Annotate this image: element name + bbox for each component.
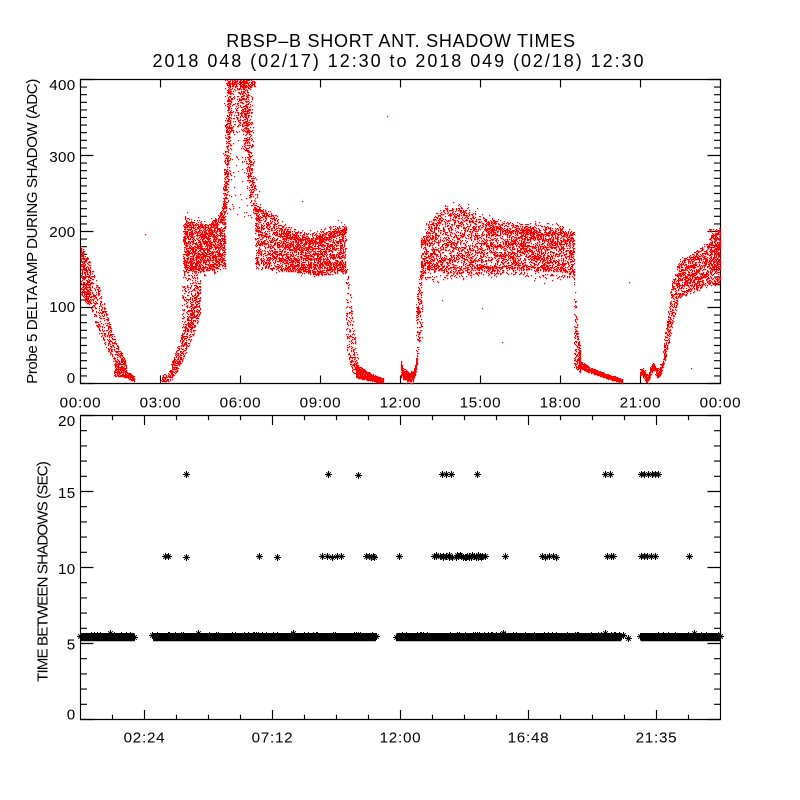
svg-text:400: 400 bbox=[49, 77, 75, 94]
svg-text:0: 0 bbox=[67, 370, 76, 387]
svg-text:5: 5 bbox=[67, 637, 76, 654]
svg-text:16:48: 16:48 bbox=[508, 729, 550, 746]
svg-text:15:00: 15:00 bbox=[460, 394, 502, 411]
svg-text:02:24: 02:24 bbox=[124, 729, 166, 746]
svg-text:00:00: 00:00 bbox=[60, 394, 102, 411]
svg-text:0: 0 bbox=[67, 707, 76, 724]
svg-text:07:12: 07:12 bbox=[252, 729, 294, 746]
svg-text:00:00: 00:00 bbox=[700, 394, 742, 411]
svg-text:03:00: 03:00 bbox=[140, 394, 182, 411]
svg-text:21:00: 21:00 bbox=[620, 394, 662, 411]
svg-text:09:00: 09:00 bbox=[300, 394, 342, 411]
svg-text:12:00: 12:00 bbox=[380, 394, 422, 411]
svg-text:06:00: 06:00 bbox=[220, 394, 262, 411]
svg-text:12:00: 12:00 bbox=[380, 729, 422, 746]
svg-text:15: 15 bbox=[58, 485, 76, 502]
svg-text:RBSP–B SHORT ANT. SHADOW TIMES: RBSP–B SHORT ANT. SHADOW TIMES bbox=[226, 31, 576, 51]
svg-text:21:35: 21:35 bbox=[636, 729, 678, 746]
svg-text:2018 048 (02/17) 12:30 to 2018: 2018 048 (02/17) 12:30 to 2018 049 (02/1… bbox=[153, 51, 646, 71]
svg-text:Probe 5 DELTA AMP DURING SHADO: Probe 5 DELTA AMP DURING SHADOW (ADC) bbox=[24, 79, 41, 384]
svg-text:20: 20 bbox=[58, 413, 76, 430]
svg-text:10: 10 bbox=[58, 561, 76, 578]
svg-text:18:00: 18:00 bbox=[540, 394, 582, 411]
svg-text:300: 300 bbox=[49, 149, 75, 166]
svg-text:TIME BETWEEN SHADOWS (SEC): TIME BETWEEN SHADOWS (SEC) bbox=[35, 461, 52, 682]
svg-text:100: 100 bbox=[49, 299, 75, 316]
svg-text:200: 200 bbox=[49, 224, 75, 241]
